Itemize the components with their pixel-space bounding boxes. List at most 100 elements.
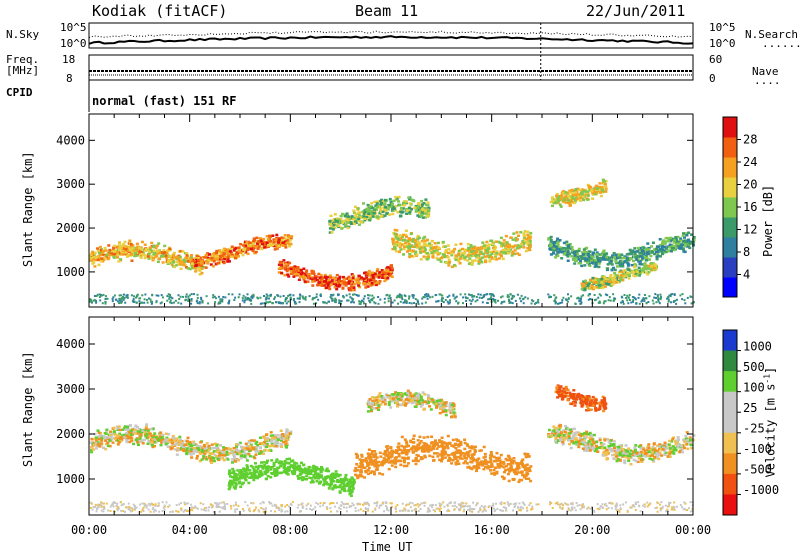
power-cell xyxy=(206,256,210,260)
power-ground-cell xyxy=(398,293,401,296)
power-cell xyxy=(674,241,678,244)
velocity-cell xyxy=(94,436,98,439)
power-cell xyxy=(363,212,367,216)
power-cell xyxy=(461,247,464,251)
power-cell xyxy=(559,197,563,201)
power-ground-cell xyxy=(287,294,290,297)
power-ground-cell xyxy=(440,299,443,302)
power-cell xyxy=(340,280,344,283)
power-cell xyxy=(226,248,230,251)
power-cell xyxy=(288,239,292,242)
power-cell xyxy=(417,244,421,247)
power-cell xyxy=(479,247,483,250)
power-cell xyxy=(288,261,292,265)
power-cell xyxy=(405,208,409,211)
power-cell xyxy=(417,236,421,240)
power-cell xyxy=(499,245,503,248)
power-cell xyxy=(563,196,567,200)
power-cell xyxy=(476,254,480,257)
power-ground-cell xyxy=(397,302,399,305)
power-cell xyxy=(480,261,484,264)
velocity-cell xyxy=(111,441,115,444)
velocity-cell xyxy=(313,472,317,476)
velocity-cell xyxy=(123,428,127,431)
power-cell xyxy=(427,211,431,214)
power-cell xyxy=(217,249,221,252)
power-cell xyxy=(593,248,597,251)
power-cell xyxy=(143,256,147,260)
power-cell xyxy=(402,247,406,251)
power-cell xyxy=(388,266,392,269)
power-cell xyxy=(286,239,290,242)
power-ground-cell xyxy=(486,293,489,296)
power-cell xyxy=(341,212,344,216)
power-cell xyxy=(653,263,657,266)
power-cell xyxy=(275,246,279,249)
power-cell xyxy=(179,249,183,253)
velocity-cell xyxy=(199,452,203,456)
velocity-cell xyxy=(189,448,193,451)
power-cell xyxy=(316,283,320,286)
power-ground-cell xyxy=(408,302,411,304)
velocity-cell xyxy=(143,428,147,432)
power-cell xyxy=(206,253,210,256)
velocity-cell xyxy=(202,453,206,457)
velocity-cell xyxy=(231,471,235,474)
power-cell xyxy=(401,239,405,242)
power-cell xyxy=(587,282,591,286)
power-ground-cell xyxy=(606,294,609,297)
power-ground-cell xyxy=(289,293,292,296)
power-cell xyxy=(286,273,290,276)
power-cell xyxy=(140,251,144,254)
power-cell xyxy=(352,218,356,221)
power-ground-cell xyxy=(598,293,601,296)
freq-unit: [MHz] xyxy=(6,64,40,77)
power-ground-cell xyxy=(190,298,193,300)
velocity-cell xyxy=(266,465,270,468)
power-cell xyxy=(664,247,668,250)
velocity-cell xyxy=(287,468,291,471)
power-cell xyxy=(582,284,586,288)
power-ground-cell xyxy=(217,302,220,305)
power-cell xyxy=(274,240,278,243)
velocity-cell xyxy=(279,461,283,465)
power-ground-cell xyxy=(169,301,172,304)
power-cell xyxy=(477,248,481,251)
power-cell xyxy=(318,276,322,279)
velocity-cell xyxy=(138,437,142,440)
power-cell xyxy=(349,221,353,224)
velocity-cell xyxy=(145,432,149,436)
velocity-cell xyxy=(234,482,238,486)
power-cell xyxy=(222,247,226,251)
power-ground-cell xyxy=(246,293,249,296)
power-cell xyxy=(289,267,293,271)
power-cell xyxy=(315,278,319,282)
power-cell xyxy=(591,276,595,280)
velocity-cell xyxy=(306,472,310,476)
power-cell xyxy=(194,259,198,262)
velocity-cell xyxy=(350,490,354,493)
power-ground-cell xyxy=(489,293,492,295)
velocity-cell xyxy=(234,484,238,488)
velocity-cell xyxy=(267,449,271,452)
power-ground-cell xyxy=(597,296,600,299)
power-cell xyxy=(122,244,126,247)
velocity-cell xyxy=(116,427,120,430)
velocity-cell xyxy=(235,479,239,482)
power-cell xyxy=(580,188,584,191)
power-ground-cell xyxy=(431,295,434,298)
velocity-cell xyxy=(158,435,162,438)
velocity-cell xyxy=(287,462,291,465)
power-cell xyxy=(166,262,170,265)
power-cell xyxy=(126,246,129,250)
power-ground-cell xyxy=(559,302,562,304)
power-ground-cell xyxy=(524,296,527,299)
power-cell xyxy=(494,240,498,243)
power-cell xyxy=(371,215,375,218)
power-cell xyxy=(142,253,146,256)
power-cell xyxy=(401,233,405,237)
power-cell xyxy=(590,261,594,264)
power-cell xyxy=(404,241,408,245)
velocity-cell xyxy=(144,427,148,430)
power-cell xyxy=(690,233,693,236)
